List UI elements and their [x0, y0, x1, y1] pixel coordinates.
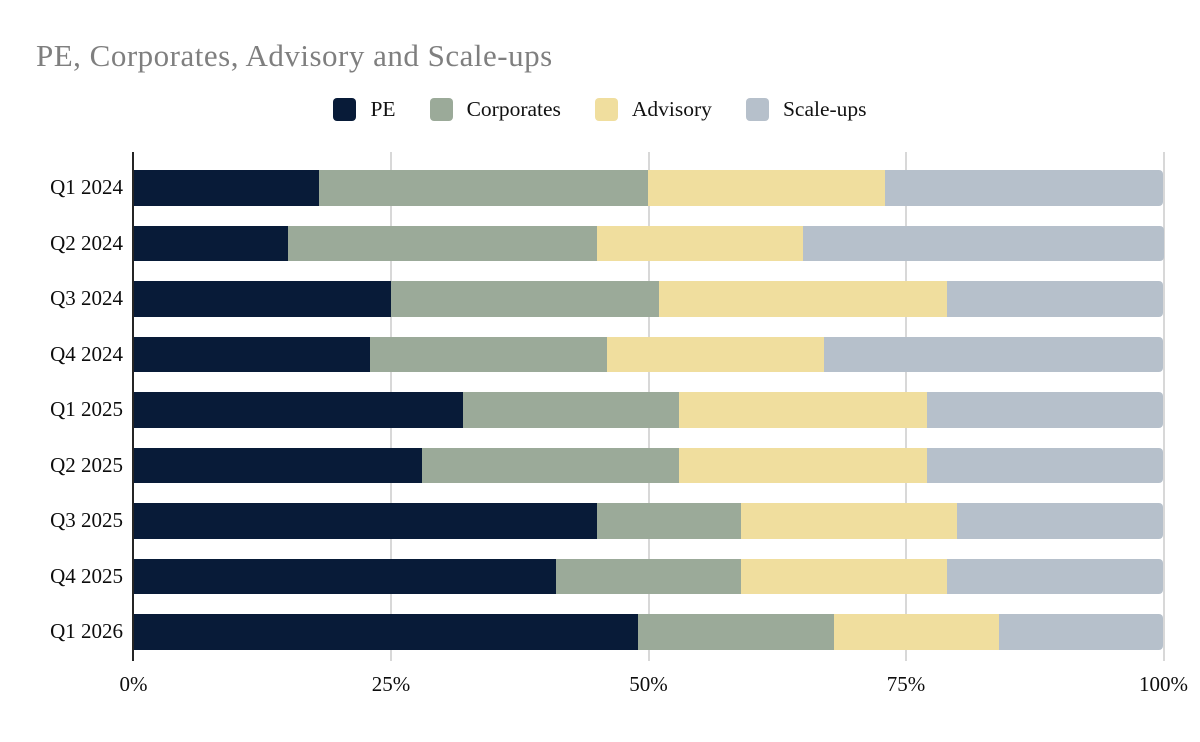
category-label-q4-2025: Q4 2025 — [50, 563, 123, 588]
legend-item-pe: PE — [333, 97, 396, 122]
bar-segment-advisory — [741, 558, 948, 594]
gridline-100 — [1162, 152, 1165, 661]
bar-segment-corporates — [318, 170, 649, 206]
legend-item-advisory: Advisory — [594, 97, 712, 122]
bar-segment-pe — [133, 225, 288, 261]
category-label-q1-2026: Q1 2026 — [50, 619, 123, 643]
bar-segment-scale-ups — [803, 225, 1164, 261]
bar-segment-pe — [133, 558, 556, 594]
legend-swatch-scale-ups — [745, 98, 769, 121]
bar-row-q2-2025 — [133, 447, 1164, 483]
x-tick-label: 100% — [1139, 672, 1188, 696]
x-tick-label: 75% — [886, 672, 926, 696]
bar-segment-corporates — [391, 281, 659, 317]
bar-segment-advisory — [833, 614, 999, 650]
bar-segment-corporates — [421, 447, 680, 483]
bar-segment-scale-ups — [947, 558, 1164, 594]
bar-row-q1-2024 — [133, 170, 1164, 206]
bar-segment-advisory — [679, 392, 927, 428]
bar-segment-corporates — [370, 336, 608, 372]
bar-segment-pe — [133, 336, 371, 372]
legend-swatch-corporates — [429, 98, 453, 121]
bar-segment-scale-ups — [926, 447, 1164, 483]
category-label-q1-2025: Q1 2025 — [50, 397, 123, 421]
bar-segment-corporates — [463, 392, 680, 428]
bar-segment-scale-ups — [947, 281, 1164, 317]
legend-swatch-pe — [333, 98, 357, 121]
bar-segment-advisory — [741, 503, 958, 539]
legend-label: Advisory — [631, 97, 712, 121]
legend: PE Corporates Advisory Scale-ups — [0, 97, 1200, 122]
category-label-q4-2024: Q4 2024 — [50, 341, 123, 366]
bar-row-q1-2025 — [133, 392, 1164, 428]
bar-segment-pe — [133, 503, 597, 539]
x-tick-label: 25% — [371, 672, 411, 696]
bar-segment-pe — [133, 170, 319, 206]
legend-label: Corporates — [466, 97, 561, 121]
chart-title: PE, Corporates, Advisory and Scale-ups — [36, 38, 553, 73]
bar-row-q4-2024 — [133, 336, 1164, 372]
bar-segment-scale-ups — [926, 392, 1164, 428]
category-label-q2-2024: Q2 2024 — [50, 230, 123, 255]
category-label-q1-2024: Q1 2024 — [50, 175, 123, 199]
bar-segment-scale-ups — [957, 503, 1164, 539]
bar-row-q2-2024 — [133, 225, 1164, 261]
y-axis-line — [132, 152, 134, 661]
category-label-q3-2025: Q3 2025 — [50, 508, 123, 532]
bar-segment-scale-ups — [998, 614, 1164, 650]
bar-segment-scale-ups — [885, 170, 1164, 206]
bar-segment-scale-ups — [823, 336, 1164, 372]
bar-segment-pe — [133, 447, 422, 483]
bar-segment-corporates — [288, 225, 597, 261]
bar-segment-corporates — [597, 503, 742, 539]
legend-item-scale-ups: Scale-ups — [745, 97, 867, 122]
bar-row-q3-2025 — [133, 503, 1164, 539]
bar-segment-pe — [133, 392, 464, 428]
bar-segment-advisory — [648, 170, 886, 206]
legend-item-corporates: Corporates — [429, 97, 561, 122]
bar-row-q3-2024 — [133, 281, 1164, 317]
legend-swatch-advisory — [594, 98, 618, 121]
legend-label: PE — [370, 97, 396, 121]
bar-segment-corporates — [555, 558, 742, 594]
bar-segment-advisory — [607, 336, 824, 372]
bar-segment-advisory — [658, 281, 948, 317]
bar-segment-advisory — [597, 225, 803, 261]
bar-segment-corporates — [638, 614, 834, 650]
bar-segment-advisory — [679, 447, 927, 483]
x-tick-label: 50% — [629, 672, 668, 696]
legend-label: Scale-ups — [782, 97, 867, 121]
x-tick-label: 0% — [119, 672, 148, 696]
category-label-q3-2024: Q3 2024 — [50, 286, 123, 310]
bar-row-q1-2026 — [133, 614, 1164, 650]
bar-segment-pe — [133, 281, 391, 317]
bar-segment-pe — [133, 614, 639, 650]
category-label-q2-2025: Q2 2025 — [50, 452, 123, 477]
bar-row-q4-2025 — [133, 558, 1164, 594]
